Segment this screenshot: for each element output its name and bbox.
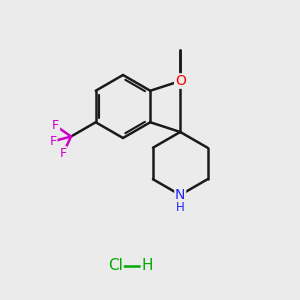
Text: F: F [52, 119, 59, 132]
Text: Cl: Cl [108, 258, 123, 273]
Text: F: F [60, 147, 67, 160]
Text: N: N [175, 188, 185, 202]
Text: O: O [175, 74, 186, 88]
Text: H: H [141, 258, 153, 273]
Text: F: F [50, 135, 57, 148]
Text: H: H [176, 201, 184, 214]
